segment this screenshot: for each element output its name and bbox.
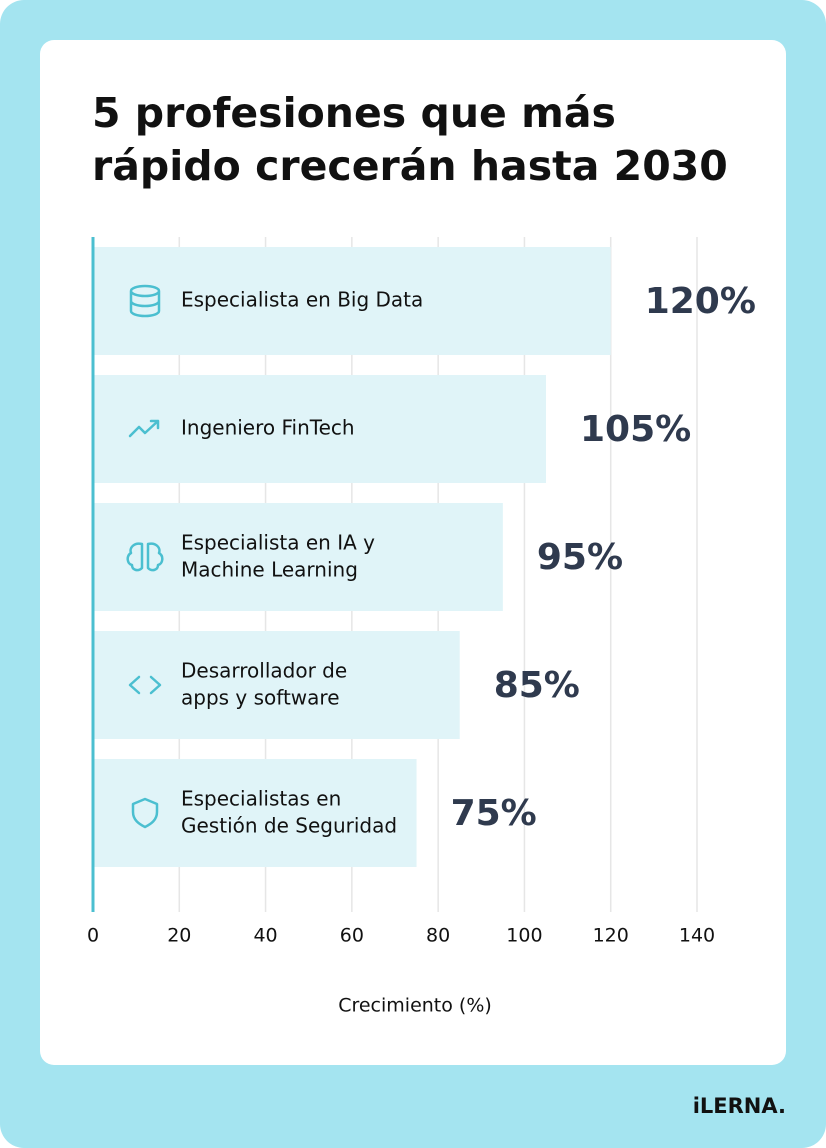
x-tick-label: 140 [679,925,715,947]
category-label: Ingeniero FinTech [181,416,355,440]
value-label: 85% [494,665,580,706]
x-tick-label: 80 [426,925,450,947]
x-tick-label: 100 [506,925,542,947]
x-tick-label: 0 [87,925,99,947]
chart-title: 5 profesiones que más [92,89,616,137]
brand-logo: iLERNA. [693,1094,786,1118]
value-label: 95% [537,537,623,578]
value-label: 105% [580,409,691,450]
bar [93,759,417,867]
x-tick-label: 60 [340,925,364,947]
category-label: Especialista en IA y Machine Learning [181,530,375,581]
x-tick-label: 120 [593,925,629,947]
value-label: 120% [645,281,756,322]
plot: 0 20 40 60 80 100 120 140 Especialista en Big Da… [87,237,756,947]
category-icon [126,542,164,572]
chart-title: rápido crecerán hasta 2030 [92,142,728,190]
x-axis-label: Crecimiento (%) [338,995,492,1017]
x-tick-label: 20 [167,925,191,947]
category-icon [129,284,161,318]
category-icon [128,419,160,438]
bar [93,631,460,739]
category-label: Especialista en Big Data [181,288,423,312]
category-label: Especialistas en Gestión de Seguridad [181,786,397,837]
category-label: Desarrollador de apps y software [181,658,347,709]
x-tick-label: 40 [253,925,277,947]
bar [93,247,611,355]
bar [93,375,546,483]
category-icon [128,675,162,695]
value-label: 75% [451,793,537,834]
category-icon [131,797,159,829]
